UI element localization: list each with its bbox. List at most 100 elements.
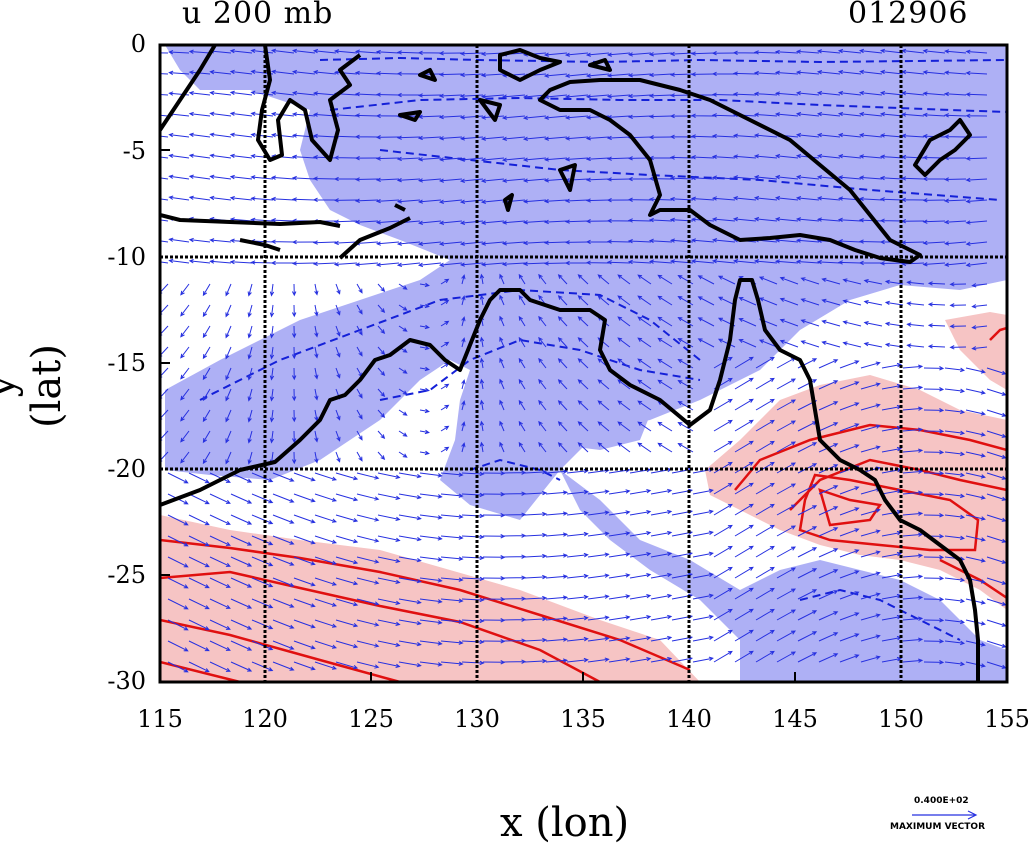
wind-vector xyxy=(272,556,295,566)
wind-vector xyxy=(711,113,736,118)
wind-vector xyxy=(711,92,736,97)
wind-vector xyxy=(839,654,860,663)
wind-vector xyxy=(858,260,883,266)
wind-vector xyxy=(637,316,652,327)
wind-vector xyxy=(564,52,589,57)
wind-vector xyxy=(501,220,526,225)
wind-vector xyxy=(717,296,736,306)
wind-vector xyxy=(577,295,589,306)
wind-vector xyxy=(690,154,715,160)
wind-vector xyxy=(501,178,526,183)
wind-vector xyxy=(188,535,210,547)
wind-vector xyxy=(965,262,988,268)
wind-vector xyxy=(167,619,189,631)
wind-vector xyxy=(545,532,569,537)
wind-vector xyxy=(713,545,733,558)
wind-vector xyxy=(459,157,484,162)
wind-vector xyxy=(837,217,862,223)
wind-vector xyxy=(518,420,526,432)
wind-vector xyxy=(837,69,862,75)
wind-vector xyxy=(499,420,505,432)
wind-vector xyxy=(272,493,295,503)
wind-vector xyxy=(480,73,505,78)
wind-vector xyxy=(557,337,568,348)
wind-vector xyxy=(333,219,358,224)
wind-vector xyxy=(225,283,232,297)
wind-vector xyxy=(755,545,775,558)
wind-vector xyxy=(697,275,715,285)
reference-vector-label: MAXIMUM VECTOR xyxy=(890,822,986,832)
x-tick-label: 135 xyxy=(560,705,606,733)
wind-vector xyxy=(965,49,988,54)
wind-vector xyxy=(965,430,986,437)
wind-vector xyxy=(597,295,610,306)
wind-vector xyxy=(734,608,754,621)
wind-vector xyxy=(564,240,589,245)
wind-vector xyxy=(160,219,169,222)
wind-vector xyxy=(906,301,925,306)
wind-vector xyxy=(270,133,295,138)
wind-vector xyxy=(902,637,924,642)
wind-vector xyxy=(417,93,442,98)
wind-vector xyxy=(356,283,363,294)
wind-vector xyxy=(657,442,673,453)
wind-vector xyxy=(440,661,464,666)
wind-vector xyxy=(657,274,673,285)
wind-vector xyxy=(879,90,904,96)
wind-vector xyxy=(269,367,275,381)
wind-vector xyxy=(202,409,211,423)
wind-vector xyxy=(461,337,466,348)
wind-vector xyxy=(902,595,924,600)
wind-vector xyxy=(396,262,421,267)
wind-vector xyxy=(797,631,818,642)
wind-vector xyxy=(606,177,631,182)
wind-vector xyxy=(459,262,484,267)
wind-vector xyxy=(557,316,568,327)
wind-vector xyxy=(902,469,924,474)
wind-vector xyxy=(417,50,442,56)
wind-vector xyxy=(923,639,945,644)
wind-vector xyxy=(202,451,211,465)
wind-vector xyxy=(617,295,631,306)
wind-vector xyxy=(627,197,652,202)
wind-vector xyxy=(637,400,652,411)
wind-vector xyxy=(577,421,589,432)
wind-vector xyxy=(971,304,988,309)
wind-vector xyxy=(312,70,337,75)
wind-vector xyxy=(461,639,485,645)
wind-vector xyxy=(291,197,316,202)
wind-vector xyxy=(842,341,862,348)
wind-vector xyxy=(927,302,946,307)
wind-vector xyxy=(692,593,714,600)
wind-vector xyxy=(482,576,506,581)
wind-vector xyxy=(419,619,443,625)
wind-vector xyxy=(291,283,297,297)
wind-vector xyxy=(949,282,967,287)
wind-vector xyxy=(398,661,422,668)
wind-vector xyxy=(597,400,610,411)
wind-vector xyxy=(797,379,818,390)
wind-vector xyxy=(419,429,430,435)
wind-vector xyxy=(657,295,673,306)
wind-vector xyxy=(965,113,988,119)
wind-vector xyxy=(230,556,253,567)
wind-vector xyxy=(230,535,253,546)
wind-vector xyxy=(713,503,733,516)
wind-vector xyxy=(461,597,485,603)
wind-vector xyxy=(648,197,673,202)
wind-vector xyxy=(585,219,610,224)
wind-vector xyxy=(538,420,547,432)
wind-vector xyxy=(758,297,778,306)
wind-vector xyxy=(479,273,485,285)
wind-vector xyxy=(711,259,736,264)
wind-vector xyxy=(229,259,253,265)
wind-vector xyxy=(499,294,505,306)
wind-vector xyxy=(965,220,988,225)
wind-vector xyxy=(738,297,757,306)
wind-vector xyxy=(860,382,881,390)
wind-vector xyxy=(225,409,232,423)
wind-vector xyxy=(314,430,319,443)
wind-vector xyxy=(965,156,988,161)
wind-vector xyxy=(293,472,316,482)
wind-vector xyxy=(270,175,295,180)
